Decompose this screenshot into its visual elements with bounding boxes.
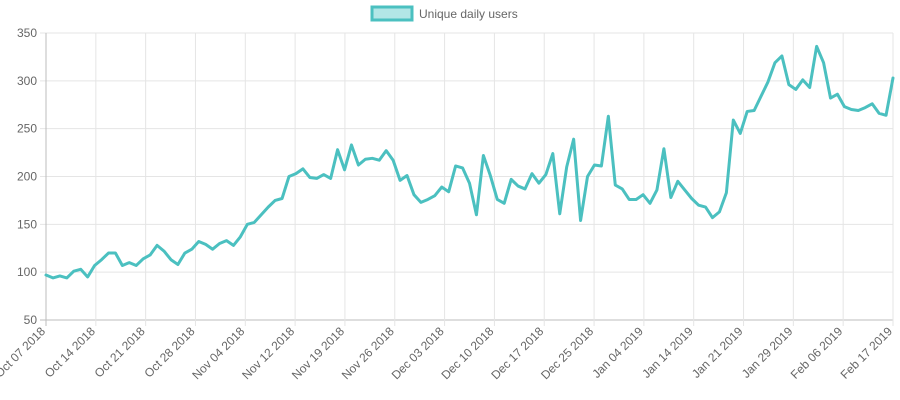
x-tick-label: Feb 06 2019 bbox=[788, 324, 846, 382]
x-tick-label: Jan 04 2019 bbox=[589, 324, 646, 381]
legend-label[interactable]: Unique daily users bbox=[419, 7, 518, 21]
y-tick-label: 100 bbox=[17, 265, 37, 279]
x-tick-label: Dec 10 2018 bbox=[439, 324, 497, 382]
x-tick-label: Nov 19 2018 bbox=[289, 324, 347, 382]
x-tick-label: Dec 25 2018 bbox=[538, 324, 596, 382]
x-tick-label: Oct 07 2018 bbox=[0, 324, 48, 380]
x-tick-label: Dec 03 2018 bbox=[389, 324, 447, 382]
y-tick-label: 300 bbox=[17, 74, 37, 88]
x-tick-label: Oct 21 2018 bbox=[92, 324, 148, 380]
x-tick-label: Nov 04 2018 bbox=[189, 324, 247, 382]
y-tick-label: 50 bbox=[24, 313, 38, 327]
x-tick-label: Nov 12 2018 bbox=[239, 324, 297, 382]
series-line[interactable] bbox=[44, 44, 895, 280]
x-tick-label: Jan 21 2019 bbox=[689, 324, 746, 381]
x-tick-label: Jan 14 2019 bbox=[639, 324, 696, 381]
legend-swatch[interactable] bbox=[370, 5, 414, 22]
y-tick-label: 350 bbox=[17, 26, 37, 40]
y-tick-label: 200 bbox=[17, 170, 37, 184]
y-gridlines bbox=[40, 32, 893, 321]
x-tick-label: Dec 17 2018 bbox=[488, 324, 546, 382]
x-tick-label: Nov 26 2018 bbox=[339, 324, 397, 382]
series-group bbox=[44, 44, 895, 280]
y-tick-label: 150 bbox=[17, 217, 37, 231]
x-tick-label: Oct 14 2018 bbox=[42, 324, 98, 380]
legend[interactable]: Unique daily users bbox=[370, 5, 518, 22]
y-axis-tick-labels: 50 100 150 200 250 300 350 bbox=[17, 26, 37, 327]
y-tick-label: 250 bbox=[17, 122, 37, 136]
x-tick-label: Feb 17 2019 bbox=[838, 324, 896, 382]
x-gridlines bbox=[45, 33, 894, 326]
